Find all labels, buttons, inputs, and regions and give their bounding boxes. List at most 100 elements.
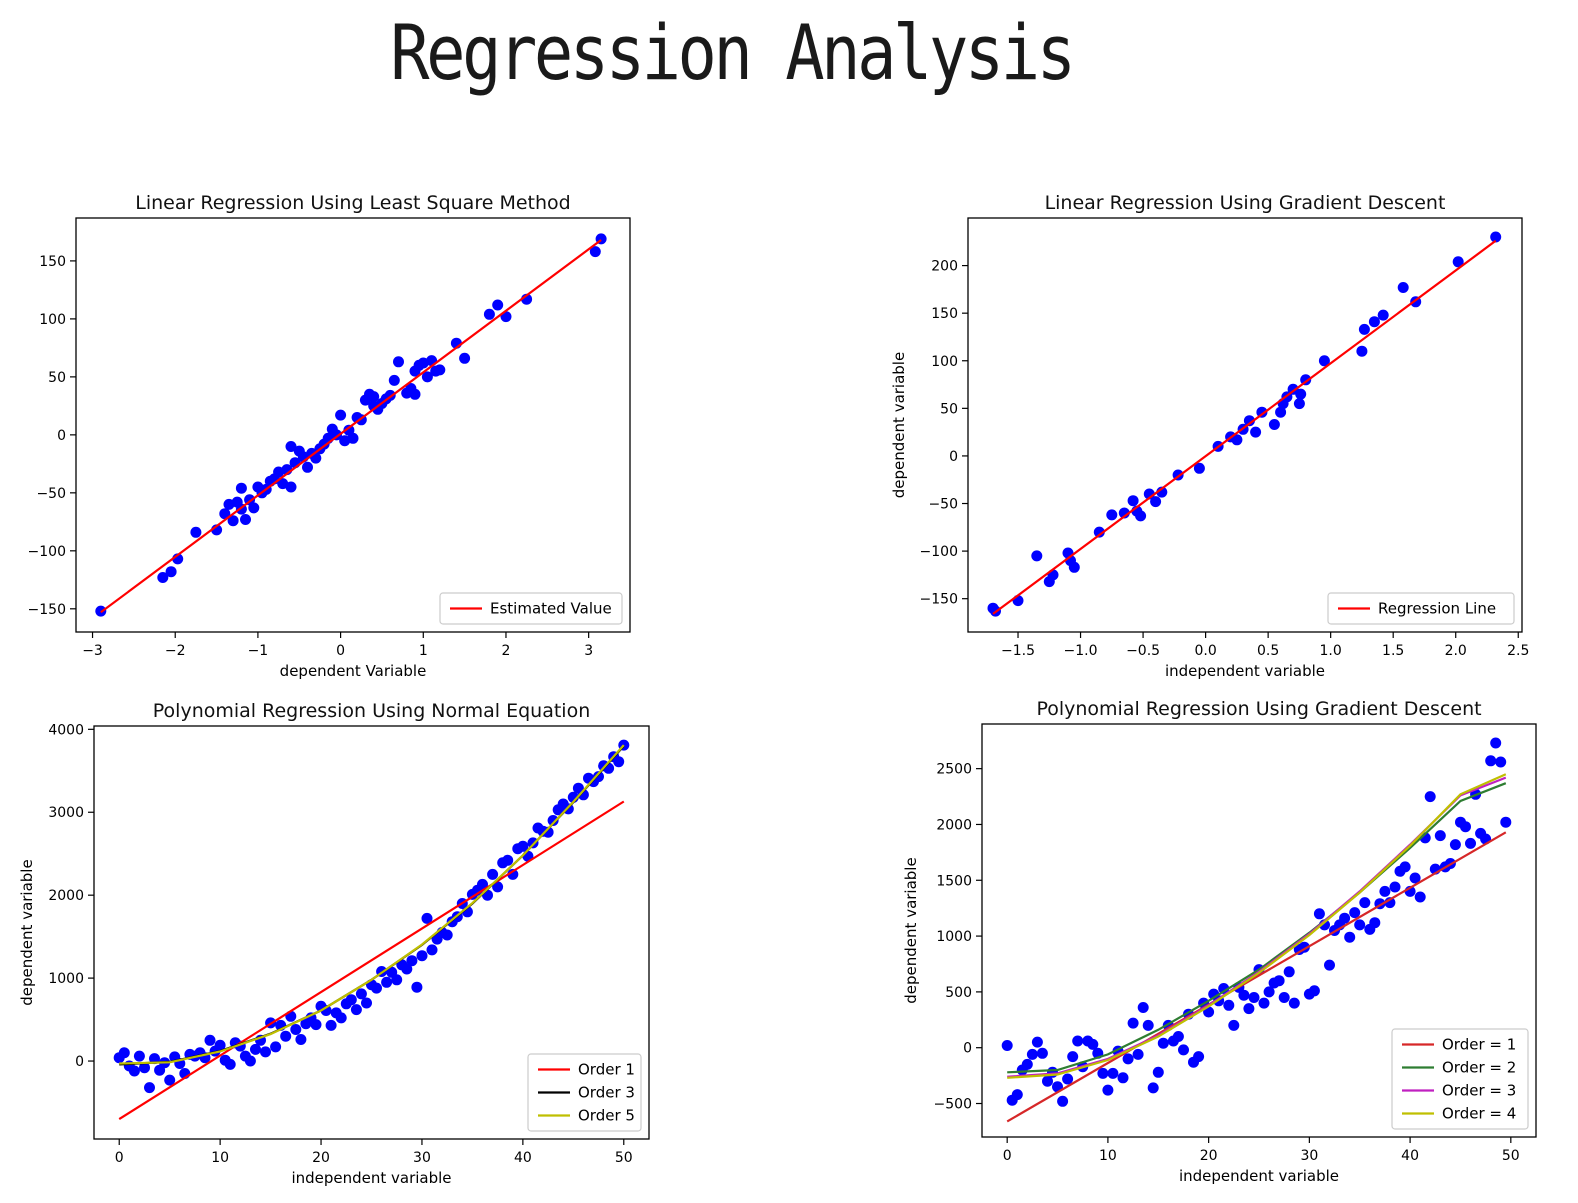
data-point (492, 299, 504, 311)
data-point (1449, 839, 1461, 851)
data-point (434, 364, 446, 376)
data-point (1358, 323, 1370, 335)
data-point (1228, 1019, 1240, 1031)
data-point (388, 374, 400, 386)
data-point (409, 365, 421, 377)
y-axis-label: dependent variable (902, 857, 920, 1003)
data-point (542, 826, 554, 838)
data-point (285, 481, 297, 493)
legend-label: Order = 4 (1442, 1105, 1516, 1123)
data-point (426, 944, 438, 956)
data-point (235, 482, 247, 494)
data-point (1263, 986, 1275, 998)
data-point (1117, 1072, 1129, 1084)
x-tick-label: −2 (165, 643, 186, 659)
data-point (401, 963, 413, 975)
plot-area (95, 233, 607, 617)
legend-label: Order 5 (578, 1107, 635, 1125)
x-axis-label: independent variable (291, 1169, 451, 1187)
data-point (1067, 1051, 1079, 1063)
data-point (350, 1004, 362, 1016)
data-point (1399, 861, 1411, 873)
chart-title: Linear Regression Using Gradient Descent (1045, 192, 1446, 214)
x-tick-label: 40 (514, 1150, 532, 1166)
data-point (1369, 917, 1381, 929)
x-tick-label: −0.5 (1126, 643, 1160, 659)
data-point (273, 466, 285, 478)
y-tick-label: 150 (931, 306, 958, 322)
series-line-order-3 (119, 745, 625, 1066)
data-point (1026, 1048, 1038, 1060)
y-axis-label: dependent variable (18, 859, 36, 1005)
data-point (339, 435, 351, 447)
data-point (477, 878, 488, 890)
data-point (280, 1030, 292, 1042)
data-point (1093, 526, 1105, 538)
data-point (1318, 355, 1330, 367)
x-tick-label: −1 (248, 643, 269, 659)
data-point (224, 1058, 236, 1070)
y-tick-label: −100 (28, 544, 66, 560)
data-point (1062, 1073, 1074, 1085)
data-point (368, 400, 380, 412)
data-point (355, 988, 367, 1000)
data-point (1102, 1084, 1114, 1096)
x-tick-label: 0.0 (1194, 643, 1216, 659)
y-tick-label: 2500 (936, 762, 972, 778)
data-point (335, 1012, 347, 1024)
data-point (1157, 1037, 1169, 1049)
data-point (1424, 791, 1436, 803)
series-line-order-1 (118, 800, 625, 1121)
data-point (1243, 1003, 1255, 1015)
y-tick-label: −150 (920, 592, 958, 608)
data-point (1500, 816, 1512, 828)
data-point (483, 308, 495, 320)
page-title: Regression Analysis (390, 8, 1076, 97)
chart-title: Polynomial Regression Using Normal Equat… (153, 700, 590, 722)
x-tick-label: 30 (413, 1150, 431, 1166)
data-point (502, 854, 514, 866)
plot-frame (981, 723, 1537, 1138)
data-point (1132, 1048, 1144, 1060)
data-point (128, 1065, 140, 1077)
legend-label: Order 3 (578, 1084, 635, 1102)
legend-box (439, 592, 623, 625)
x-tick-label: 2 (502, 643, 511, 659)
data-point (244, 1055, 256, 1067)
data-point (1001, 1040, 1013, 1051)
data-point (250, 1043, 261, 1055)
plot-area (113, 739, 630, 1121)
data-point (343, 424, 355, 436)
data-point (1339, 912, 1351, 924)
data-point (507, 868, 519, 880)
data-point (1238, 989, 1250, 1001)
legend-box (1391, 1028, 1529, 1130)
legend-box (527, 1053, 642, 1132)
data-point (492, 881, 504, 893)
legend-label: Regression Line (1378, 600, 1496, 618)
data-point (1485, 755, 1497, 767)
data-point (214, 1039, 226, 1051)
chart-panel-4: Polynomial Regression Using Gradient Des… (902, 698, 1537, 1185)
data-point (1414, 891, 1426, 903)
series-line-order-1 (1006, 831, 1507, 1123)
data-point (411, 981, 423, 993)
data-point (1193, 1051, 1205, 1063)
x-tick-label: 40 (1401, 1148, 1419, 1164)
data-point (1268, 419, 1280, 430)
data-point (381, 976, 393, 988)
x-axis-label: dependent Variable (280, 662, 427, 680)
data-point (1377, 309, 1389, 321)
data-point (1218, 983, 1230, 994)
x-axis-label: independent variable (1179, 1167, 1339, 1185)
data-point (227, 515, 239, 527)
x-tick-label: 0 (336, 643, 345, 659)
data-point (1452, 256, 1464, 268)
data-point (1349, 907, 1361, 919)
data-point (391, 974, 403, 986)
data-point (1354, 919, 1366, 931)
data-point (157, 572, 169, 583)
data-point (459, 352, 471, 364)
x-tick-label: 20 (312, 1150, 330, 1166)
